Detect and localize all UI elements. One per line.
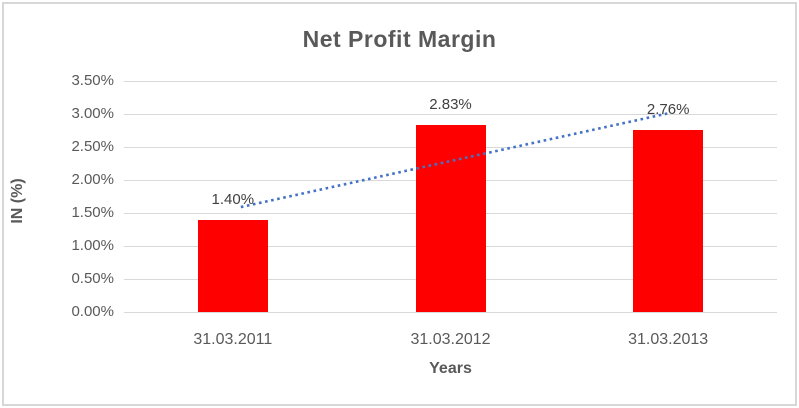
gridline (124, 311, 777, 313)
y-axis-tick-label: 0.00% (71, 303, 114, 320)
y-axis-tick-label: 3.00% (71, 105, 114, 122)
y-axis-tick-label: 2.00% (71, 171, 114, 188)
bar-31.03.2013[interactable] (633, 129, 704, 312)
bar-31.03.2012[interactable] (415, 125, 486, 312)
bar-31.03.2011[interactable] (197, 219, 268, 312)
gridline (124, 80, 777, 82)
y-axis-tick-label: 1.00% (71, 237, 114, 254)
x-axis-category-label: 31.03.2013 (628, 331, 709, 348)
y-axis-title: IN (%) (9, 178, 26, 224)
chart-title: Net Profit Margin (302, 26, 497, 52)
x-axis-category-label: 31.03.2011 (193, 331, 273, 348)
x-axis-title: Years (429, 360, 472, 377)
y-axis-tick-label: 1.50% (71, 204, 114, 221)
data-label: 1.40% (211, 190, 255, 208)
y-axis-tick-label: 3.50% (71, 72, 114, 89)
data-label: 2.76% (646, 100, 690, 118)
y-axis-tick-label: 0.50% (71, 270, 114, 287)
x-axis-category-label: 31.03.2012 (410, 331, 491, 348)
y-axis-tick-label: 2.50% (71, 138, 114, 155)
data-label: 2.83% (429, 96, 472, 114)
